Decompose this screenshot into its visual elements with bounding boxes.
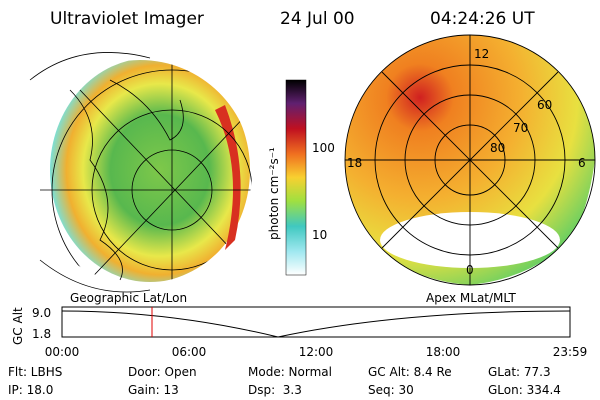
timeline-frame [61, 306, 571, 338]
status-field: Mode: Normal [248, 365, 332, 379]
timeline-x-tick: 18:00 [426, 345, 461, 359]
mlt-label: 6 [578, 156, 586, 170]
status-field: GC Alt: 8.4 Re [368, 365, 452, 379]
polar-image [344, 34, 596, 286]
status-field: GLat: 77.3 [488, 365, 551, 379]
timeline-x-tick: 00:00 [45, 345, 80, 359]
colorbar [285, 79, 307, 276]
altitude-curve [61, 310, 571, 338]
colorbar-label: photon cm⁻²s⁻¹ [267, 147, 281, 240]
title: Ultraviolet Imager [50, 9, 204, 29]
status-field: Dsp: 3.3 [248, 383, 302, 397]
mlat-label: 80 [490, 141, 505, 155]
image-title: Apex MLat/MLT [426, 291, 516, 305]
mlat-label: 70 [513, 121, 528, 135]
timeline-x-tick: 12:00 [299, 345, 334, 359]
date: 24 Jul 00 [280, 9, 355, 29]
timeline-y-tick: 9.0 [32, 306, 51, 320]
status-field: Gain: 13 [128, 383, 179, 397]
image-title: Geographic Lat/Lon [70, 291, 187, 305]
geographic-image [29, 52, 252, 293]
status-field: IP: 18.0 [8, 383, 53, 397]
status-field: Seq: 30 [368, 383, 414, 397]
time: 04:24:26 UT [430, 9, 535, 29]
mlat-label: 60 [537, 98, 552, 112]
colorbar-tick: 10 [312, 228, 327, 242]
timeline-y-label: GC Alt [11, 307, 25, 345]
colorbar-tick: 100 [312, 141, 335, 155]
mlt-label: 0 [466, 263, 474, 277]
status-field: GLon: 334.4 [488, 383, 561, 397]
mlt-label: 12 [474, 47, 489, 61]
mlt-label: 18 [347, 156, 362, 170]
status-field: Door: Open [128, 365, 197, 379]
timeline-x-tick: 23:59 [553, 345, 588, 359]
status-field: Flt: LBHS [8, 365, 62, 379]
timeline-x-tick: 06:00 [172, 345, 207, 359]
timeline-y-tick: 1.8 [32, 327, 51, 341]
